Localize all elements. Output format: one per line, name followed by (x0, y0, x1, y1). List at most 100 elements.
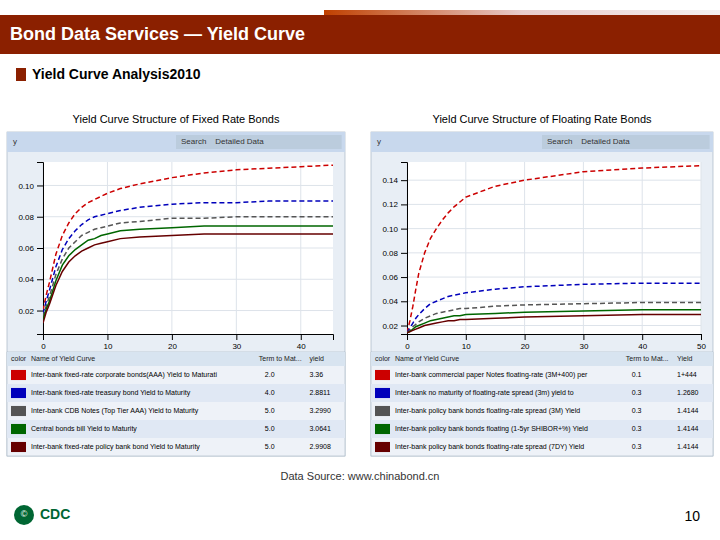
legend-row-background (371, 384, 713, 402)
toolbar-label: y (377, 137, 381, 146)
grid-line-x (701, 162, 702, 334)
series-line (43, 226, 333, 320)
data-source: Data Source: www.chinabond.cn (281, 470, 440, 482)
y-tick-mark (401, 253, 407, 254)
legend-swatch (375, 388, 390, 398)
y-tick-label: 0.04 (382, 297, 398, 306)
x-tick-label: 20 (521, 342, 530, 351)
legend-row-background (371, 420, 713, 438)
legend-term: 0.3 (632, 425, 642, 432)
legend-term: 5.0 (265, 407, 275, 414)
y-axis: 0.020.040.060.080.10 (18, 163, 43, 335)
y-tick: 0.06 (18, 244, 43, 253)
chart-title: Yield Curve Structure of Fixed Rate Bond… (73, 113, 280, 125)
y-tick-mark (37, 279, 43, 280)
y-tick-mark (401, 301, 407, 302)
x-tick-mark (642, 334, 643, 340)
x-axis-line (408, 335, 702, 341)
accent-strip (324, 10, 720, 15)
legend-entry: Inter-bank commercial paper Notes floati… (395, 371, 588, 379)
series-line (407, 315, 701, 333)
legend-column-header: Yield (677, 355, 692, 362)
subtitle: Yield Curve Analysis2010 (32, 66, 201, 82)
legend-entry: Central bonds bill Yield to Maturity (31, 425, 137, 433)
y-tick: 0.04 (18, 275, 43, 284)
y-tick-mark (401, 229, 407, 230)
x-tick: 40 (297, 334, 306, 351)
x-tick-mark (236, 334, 237, 340)
x-tick-label: 10 (462, 342, 471, 351)
legend-yield: 1.2680 (677, 389, 699, 396)
search-label: Search Detailed Data (181, 137, 264, 146)
series-line (407, 283, 701, 333)
legend-table: colorName of Yield CurveTerm to Mat...yi… (7, 352, 345, 456)
grid-line-y (43, 216, 333, 217)
x-tick-mark (466, 334, 467, 340)
legend-column-header: yield (310, 355, 325, 363)
title: Bond Data Services — Yield Curve (10, 24, 305, 44)
search-area (542, 135, 710, 149)
legend-table: colorName of Yield CurveTerm to Mat...Yi… (371, 352, 713, 456)
x-tick-label: 10 (103, 342, 112, 351)
x-tick-label: 40 (638, 342, 647, 351)
y-tick-label: 0.04 (18, 275, 34, 284)
grid-line-y (43, 279, 333, 280)
search-label: Search Detailed Data (547, 137, 630, 146)
y-tick-mark (37, 185, 43, 186)
y-tick-mark (401, 326, 407, 327)
y-tick-mark (37, 217, 43, 218)
legend-yield: 3.2990 (310, 407, 332, 414)
legend-column-header: Name of Yield Curve (395, 355, 459, 362)
x-tick: 0 (41, 334, 46, 351)
plot-marks (43, 165, 333, 323)
grid-line-y (407, 325, 701, 326)
y-axis-line (401, 163, 408, 335)
legend-term: 0.3 (632, 389, 642, 396)
legend-swatch (11, 388, 26, 398)
legend-term: 5.0 (265, 425, 275, 432)
x-tick-mark (172, 334, 173, 340)
y-tick-label: 0.02 (382, 322, 398, 331)
y-tick-label: 0.08 (382, 249, 398, 258)
x-tick-mark (701, 334, 702, 340)
legend-yield: 1+444 (677, 371, 697, 378)
legend-entry: Inter-bank policy bank bonds floating (1… (395, 425, 588, 433)
legend-term: 0.3 (632, 443, 642, 450)
x-tick: 20 (168, 334, 177, 351)
legend-yield: 1.4144 (677, 443, 699, 450)
x-tick: 40 (638, 334, 647, 351)
series-line (43, 234, 333, 323)
legend-swatch (375, 424, 390, 434)
y-tick-mark (401, 180, 407, 181)
x-tick: 10 (462, 334, 471, 351)
legend-term: 2.0 (265, 371, 275, 378)
legend-column-header: color (375, 355, 391, 362)
x-tick-mark (525, 334, 526, 340)
legend-swatch (11, 406, 26, 416)
legend-entry: Inter-bank fixed-rate policy bank bond Y… (31, 443, 200, 451)
toolbar (7, 132, 345, 152)
legend-row-background (7, 420, 345, 438)
panel: ySearch Detailed Data010203040500.020.04… (371, 132, 713, 456)
legend-term: 0.3 (632, 407, 642, 414)
panel: ySearch Detailed Data0102030400.020.040.… (7, 132, 345, 456)
legend-row-background (7, 384, 345, 402)
plot-marks (407, 166, 701, 333)
x-axis-line (44, 335, 334, 341)
panel-background (371, 132, 713, 456)
legend-swatch (375, 370, 390, 380)
grid-line-x (642, 162, 643, 334)
y-tick-label: 0.06 (18, 244, 34, 253)
grid-line-y (407, 180, 701, 181)
y-tick: 0.06 (382, 273, 407, 282)
legend-yield: 3.36 (310, 371, 324, 378)
plot-background (43, 162, 333, 334)
x-axis: 010203040 (41, 334, 333, 351)
plot-background (407, 162, 701, 334)
series-line (407, 310, 701, 333)
grid-line-y (407, 228, 701, 229)
grid-line-y (43, 310, 333, 311)
legend-term: 0.1 (632, 371, 642, 378)
y-tick: 0.14 (382, 176, 407, 185)
legend-yield: 1.4144 (677, 425, 699, 432)
